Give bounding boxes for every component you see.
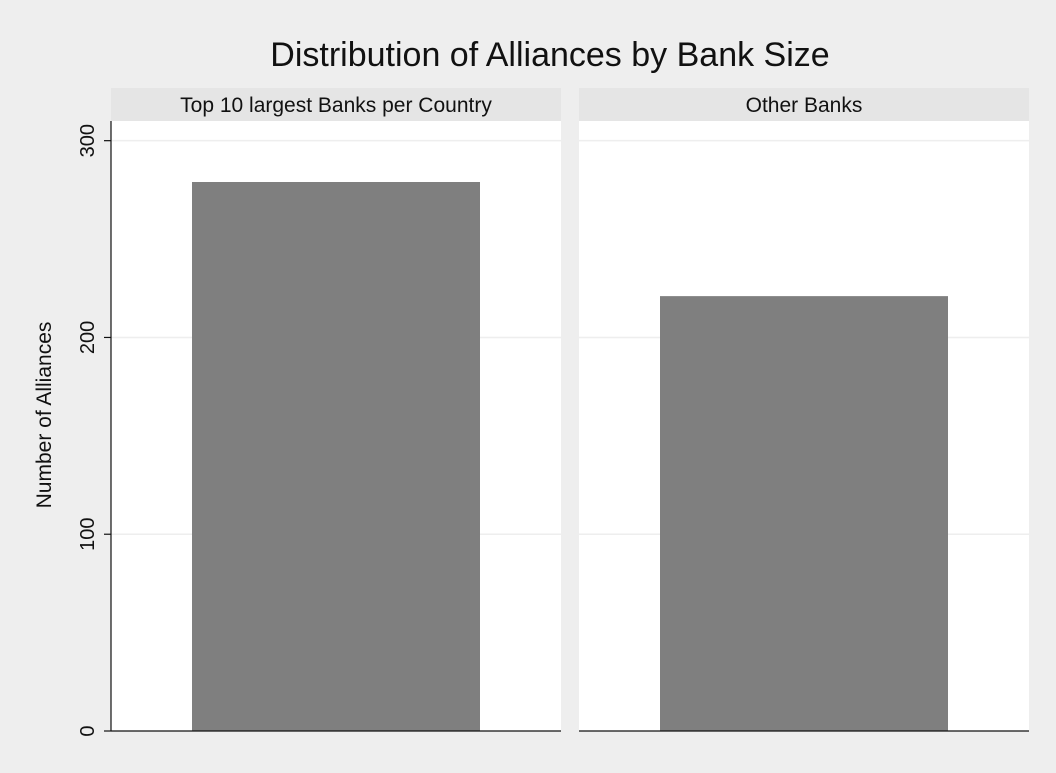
- y-tick-label: 200: [77, 321, 99, 354]
- panel-label-1: Top 10 largest Banks per Country: [180, 94, 492, 117]
- panel-label-2: Other Banks: [746, 94, 863, 117]
- chart-title: Distribution of Alliances by Bank Size: [270, 36, 829, 74]
- y-tick-label: 100: [77, 518, 99, 551]
- y-tick-label: 300: [77, 124, 99, 157]
- y-axis-label: Number of Alliances: [33, 322, 56, 509]
- panel-header-2: [579, 88, 1029, 121]
- bar-2: [660, 296, 948, 731]
- bar-1: [192, 182, 480, 731]
- panel-header-1: [111, 88, 561, 121]
- plot-layer: Top 10 largest Banks per Country Other Ba…: [77, 88, 1029, 737]
- y-tick-label: 0: [77, 725, 99, 736]
